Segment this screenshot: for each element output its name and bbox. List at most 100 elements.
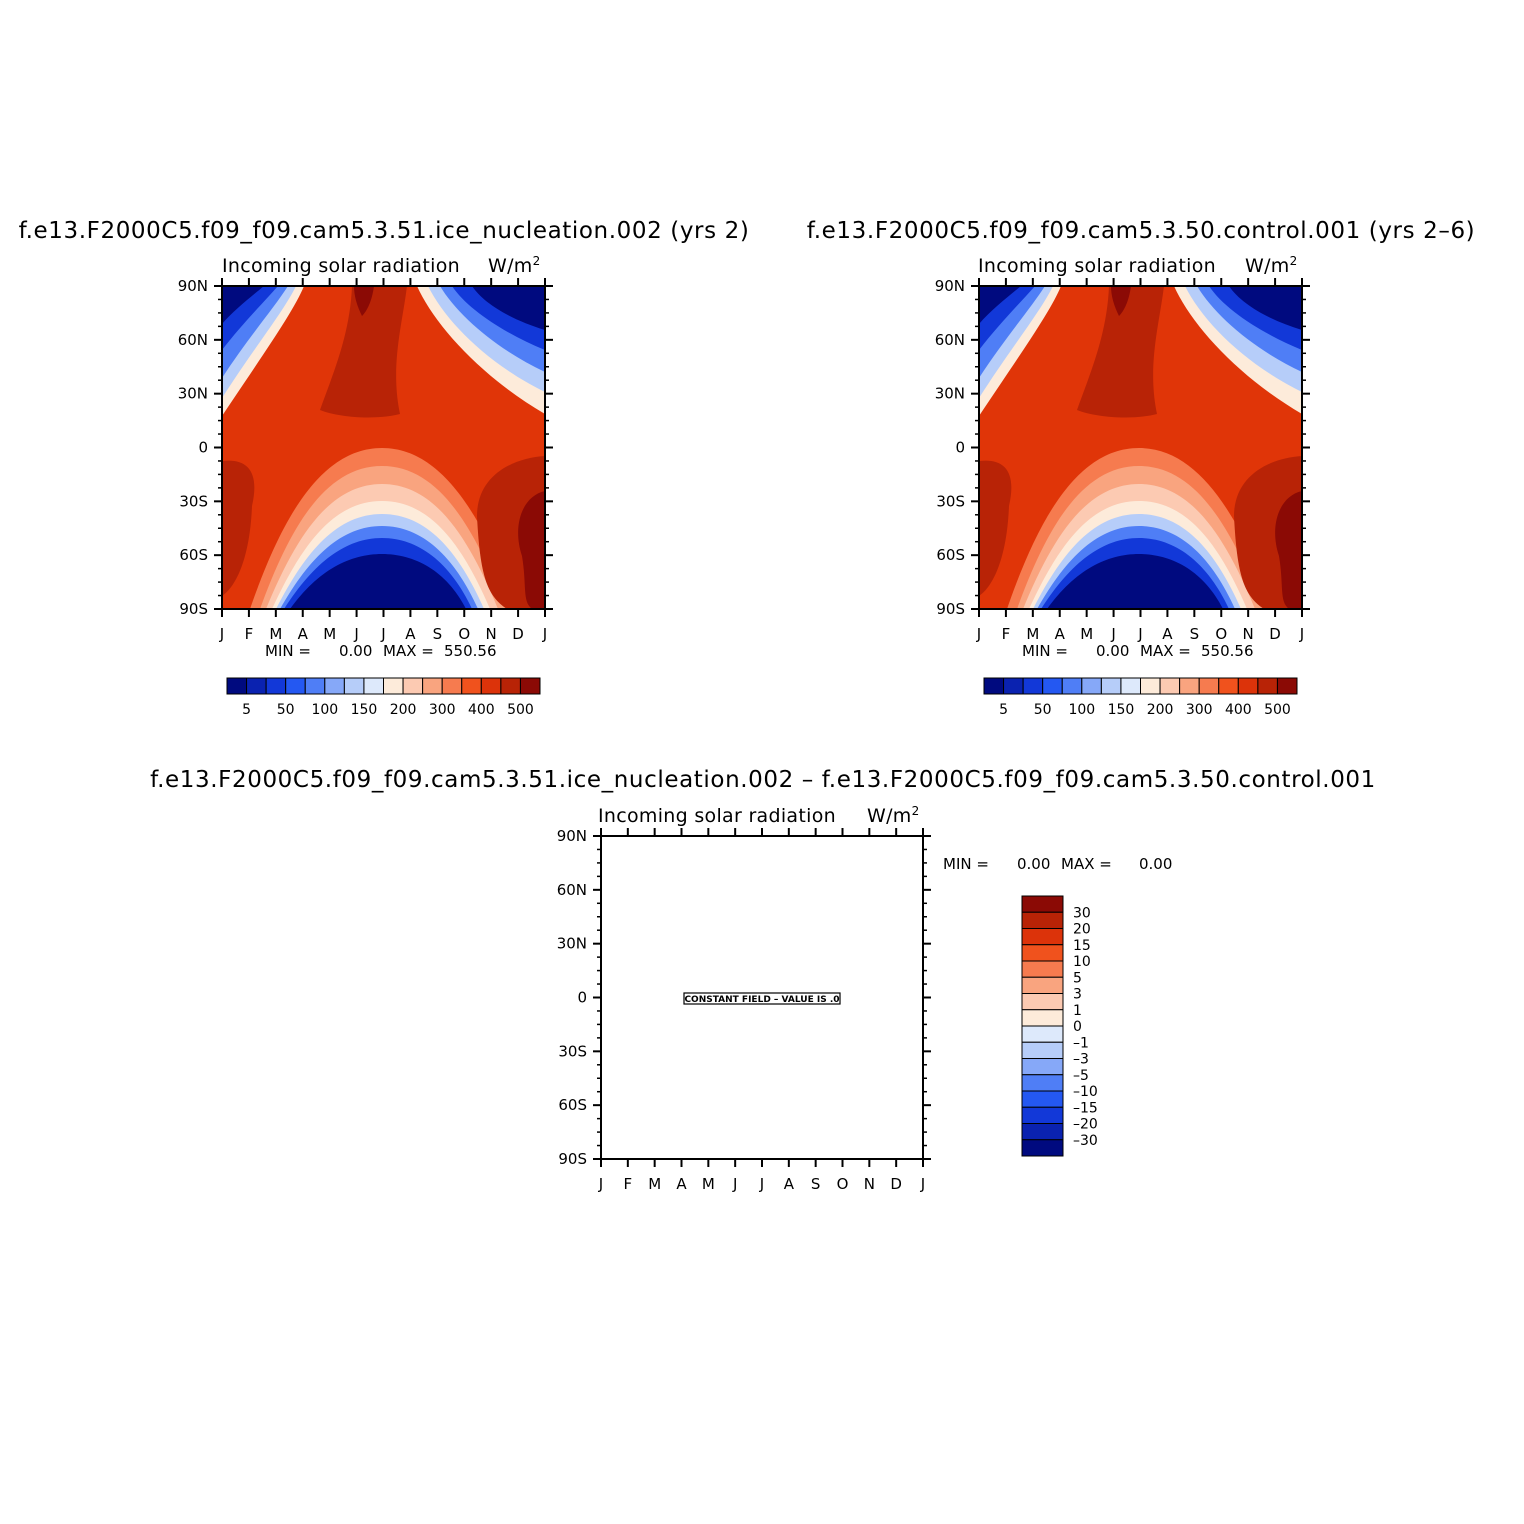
- colorbar-swatch: [1061, 677, 1083, 695]
- colorbar-label: 50: [277, 702, 295, 718]
- y-tick-label: 60N: [935, 331, 965, 349]
- colorbar-swatch: [1022, 677, 1044, 695]
- panel-title: f.e13.F2000C5.f09_f09.cam5.3.51.ice_nucl…: [150, 767, 1376, 793]
- colorbar-swatch: [1276, 677, 1298, 695]
- panel-title: f.e13.F2000C5.f09_f09.cam5.3.51.ice_nucl…: [19, 218, 750, 244]
- colorbar-swatch: [1003, 677, 1024, 695]
- colorbar-swatch: [1021, 1139, 1064, 1157]
- colorbar-swatch: [1021, 1106, 1064, 1124]
- colorbar-swatch: [480, 677, 502, 695]
- colorbar-swatch: [1021, 1090, 1064, 1108]
- colorbar-swatch: [1021, 960, 1064, 978]
- panel-difference: f.e13.F2000C5.f09_f09.cam5.3.51.ice_nucl…: [150, 767, 1376, 1193]
- x-tick-label: A: [405, 625, 416, 643]
- colorbar-swatch: [1021, 1009, 1064, 1027]
- colorbar-swatch: [343, 677, 365, 695]
- x-tick-label: N: [864, 1175, 875, 1193]
- x-tick-label: O: [458, 625, 470, 643]
- colorbar-swatch: [1021, 976, 1064, 994]
- colorbar-label: –1: [1073, 1035, 1089, 1051]
- y-tick-label: 60S: [179, 546, 208, 564]
- x-tick-label: M: [648, 1175, 661, 1193]
- units-superscript: 2: [1290, 254, 1298, 268]
- x-tick-label: S: [811, 1175, 821, 1193]
- x-tick-label: D: [512, 625, 524, 643]
- y-tick-label: 90N: [935, 277, 965, 295]
- y-tick-label: 0: [198, 439, 208, 457]
- colorbar-swatch: [246, 677, 267, 695]
- panel-subtitle: Incoming solar radiation: [978, 255, 1216, 277]
- max-value: 550.56: [1201, 642, 1254, 660]
- x-tick-label: N: [486, 625, 497, 643]
- colorbar-swatch: [304, 677, 326, 695]
- colorbar-label: 300: [1186, 702, 1213, 718]
- colorbar-swatch: [1021, 993, 1064, 1011]
- x-tick-label: M: [702, 1175, 715, 1193]
- x-tick-label: S: [433, 625, 443, 643]
- x-tick-label: J: [759, 1175, 764, 1193]
- max-label: MAX =: [383, 642, 434, 660]
- colorbar-swatch: [1198, 677, 1220, 695]
- panel-control: f.e13.F2000C5.f09_f09.cam5.3.50.control.…: [807, 218, 1476, 718]
- units-label: W/m2: [488, 254, 541, 277]
- colorbar-label: –3: [1073, 1052, 1089, 1068]
- y-tick-label: 30S: [179, 492, 208, 510]
- min-value: 0.00: [1096, 642, 1129, 660]
- colorbar-swatch: [226, 677, 248, 695]
- solar-radiation-field: [979, 286, 1302, 609]
- colorbar-swatch: [1042, 677, 1063, 695]
- colorbar-swatch: [285, 677, 306, 695]
- colorbar-label: 400: [468, 702, 495, 718]
- solar-radiation-field: [222, 286, 545, 609]
- x-tick-label: N: [1243, 625, 1254, 643]
- constant-field-annotation: CONSTANT FIELD – VALUE IS .0: [684, 995, 839, 1005]
- colorbar-label: 500: [507, 702, 534, 718]
- colorbar-swatch: [265, 677, 287, 695]
- x-tick-label: J: [598, 1175, 603, 1193]
- y-tick-label: 90S: [936, 600, 965, 618]
- colorbar-label: 150: [1108, 702, 1135, 718]
- y-tick-label: 30N: [178, 385, 208, 403]
- colorbar-swatch: [1081, 677, 1102, 695]
- panel-ice-nucleation: f.e13.F2000C5.f09_f09.cam5.3.51.ice_nucl…: [19, 218, 750, 718]
- y-tick-label: 60S: [936, 546, 965, 564]
- colorbar-label: –15: [1073, 1100, 1098, 1116]
- x-tick-label: M: [323, 625, 336, 643]
- x-tick-label: M: [1026, 625, 1039, 643]
- colorbar-label: 100: [1068, 702, 1095, 718]
- colorbar-swatch: [1140, 677, 1161, 695]
- colorbar-swatch: [1257, 677, 1278, 695]
- max-value: 550.56: [444, 642, 497, 660]
- panel-title: f.e13.F2000C5.f09_f09.cam5.3.50.control.…: [807, 218, 1476, 244]
- colorbar-swatch: [422, 677, 443, 695]
- colorbar-swatch: [1100, 677, 1122, 695]
- colorbar: 5 50 100 150 200 300 400 500: [983, 677, 1298, 718]
- colorbar-swatch: [1021, 928, 1064, 946]
- y-tick-label: 30S: [558, 1042, 587, 1060]
- x-tick-label: J: [1137, 625, 1142, 643]
- colorbar-swatch: [1021, 1123, 1064, 1141]
- x-tick-label: M: [269, 625, 282, 643]
- colorbar-label: 500: [1264, 702, 1291, 718]
- x-tick-label: J: [732, 1175, 737, 1193]
- x-tick-label: J: [380, 625, 385, 643]
- y-tick-label: 90N: [178, 277, 208, 295]
- colorbar-label: 300: [429, 702, 456, 718]
- constant-field-box: [683, 992, 841, 1005]
- colorbar-label: –20: [1073, 1117, 1098, 1133]
- x-tick-label: J: [976, 625, 981, 643]
- colorbar-label: 200: [1147, 702, 1174, 718]
- max-label: MAX =: [1140, 642, 1191, 660]
- units-label: W/m2: [867, 804, 920, 827]
- colorbar-swatch: [519, 677, 541, 695]
- colorbar-swatch: [1021, 1058, 1064, 1076]
- max-value: 0.00: [1139, 855, 1172, 873]
- panel-subtitle: Incoming solar radiation: [598, 805, 836, 827]
- min-value: 0.00: [339, 642, 372, 660]
- x-tick-label: J: [920, 1175, 925, 1193]
- y-tick-label: 30N: [557, 935, 587, 953]
- colorbar-label: 3: [1073, 987, 1082, 1003]
- colorbar-swatch: [1021, 1041, 1064, 1059]
